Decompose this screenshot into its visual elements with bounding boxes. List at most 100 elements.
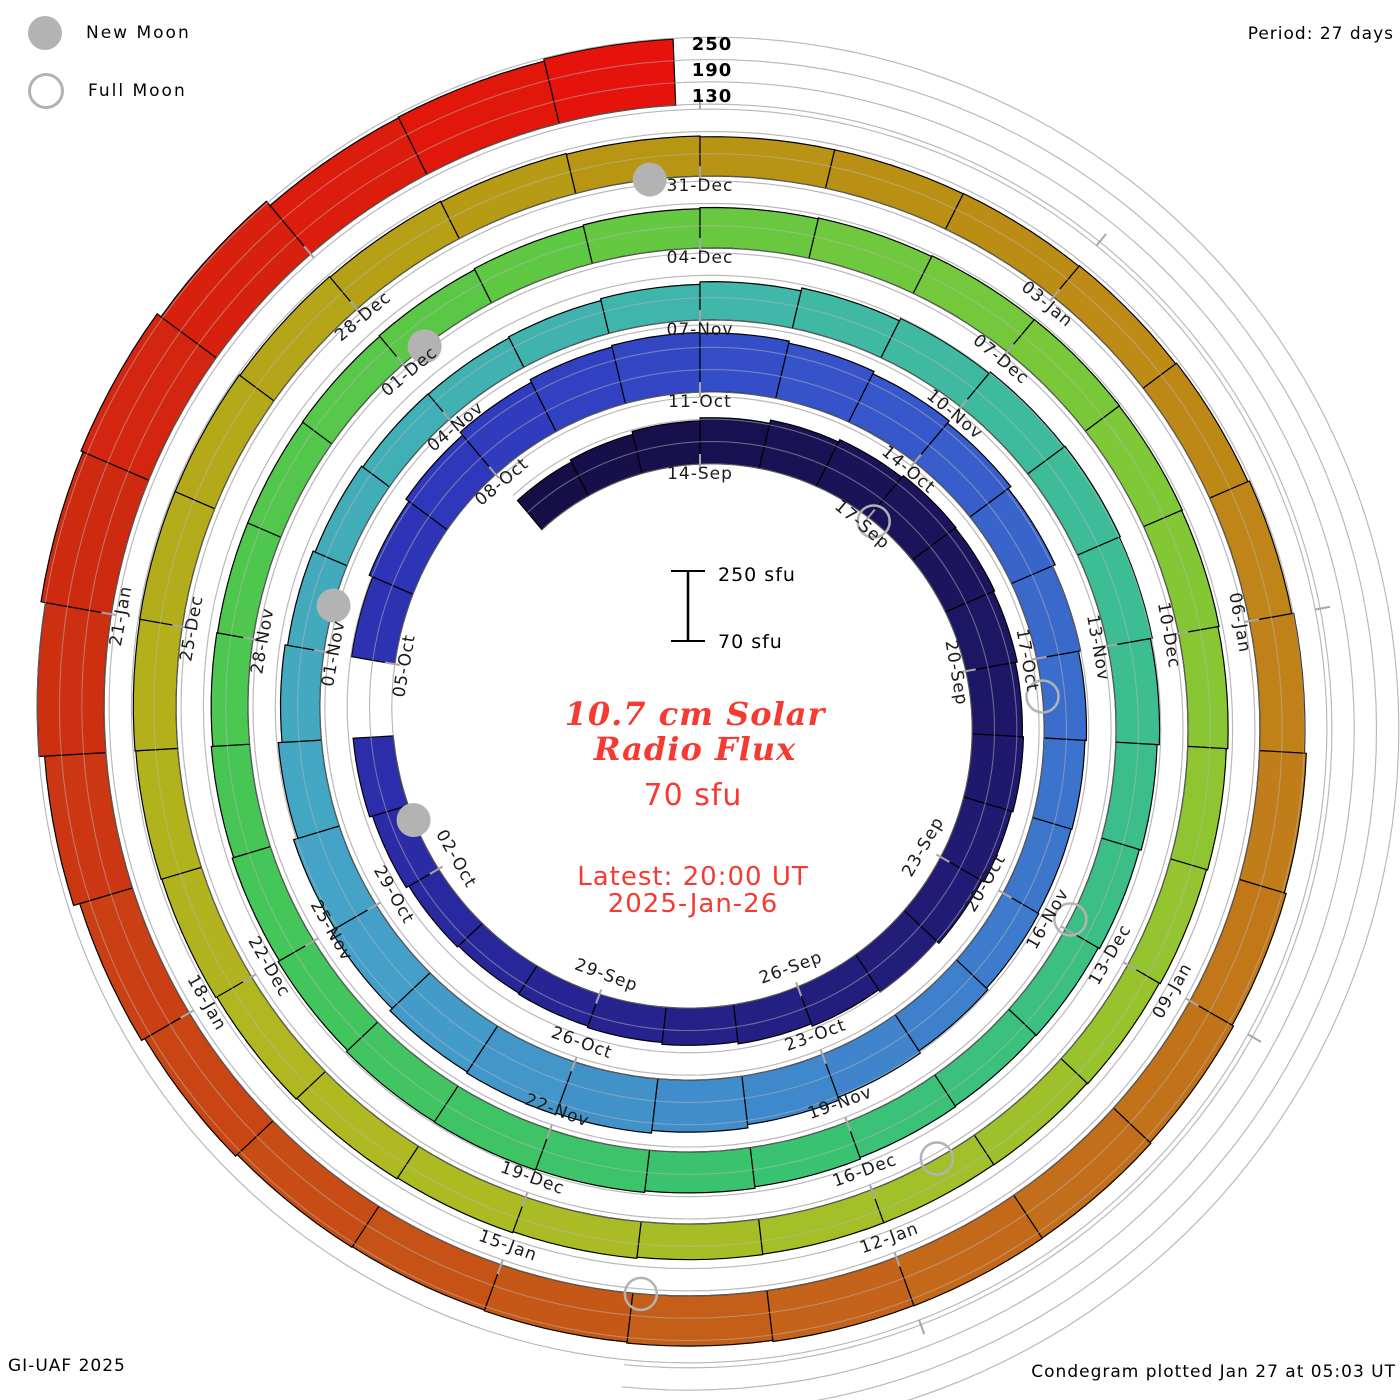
day-segment[interactable]	[1031, 737, 1086, 831]
full-moon-marker[interactable]	[919, 1141, 955, 1176]
new-moon-marker[interactable]	[316, 588, 351, 623]
full-moon-label: Full Moon	[88, 81, 187, 101]
day-segment[interactable]	[661, 1004, 739, 1046]
tick-3day	[442, 411, 454, 424]
full-moon-marker[interactable]	[623, 1276, 659, 1312]
tick-3day	[304, 937, 319, 947]
tick-3day	[429, 865, 444, 875]
tick-3day	[960, 668, 976, 673]
day-segment[interactable]	[473, 225, 594, 304]
day-segment[interactable]	[1106, 637, 1161, 746]
day-segment[interactable]	[644, 1146, 756, 1194]
scalebar-top-label: 250 sfu	[718, 564, 796, 586]
plot-title-line2: Radio Flux	[593, 730, 796, 768]
base-ticks	[101, 94, 1331, 1335]
day-segment[interactable]	[636, 1218, 764, 1261]
tick-3day	[998, 889, 1013, 899]
tick-3day	[545, 1124, 553, 1140]
grid-spiral-250	[36, 36, 1400, 1400]
tick-3day	[1173, 630, 1189, 636]
tick-3day	[303, 245, 315, 259]
tick-3day	[893, 1252, 901, 1267]
latest-time-label: Latest: 20:00 UT	[577, 862, 808, 892]
day-segment[interactable]	[1126, 858, 1208, 985]
tick-3day	[910, 453, 922, 467]
tick-3day	[918, 1319, 926, 1335]
day-segment[interactable]	[1208, 480, 1293, 622]
legend-full-moon: Full Moon	[28, 62, 191, 120]
tick-3day	[1060, 925, 1075, 935]
tick-3day	[172, 623, 188, 629]
full-moon-marker[interactable]	[856, 504, 891, 539]
day-segment[interactable]	[808, 217, 933, 295]
moon-markers	[316, 162, 1088, 1312]
day-segment[interactable]	[1238, 749, 1307, 894]
latest-date-label: 2025-Jan-26	[608, 889, 779, 919]
grid-spiral-190	[58, 58, 1378, 1400]
full-moon-marker[interactable]	[1053, 902, 1088, 937]
tick-3day	[570, 1056, 578, 1072]
tick-3day	[1102, 643, 1118, 648]
grid-spiral-70	[103, 103, 1333, 1369]
new-moon-marker[interactable]	[632, 162, 667, 197]
grid-over	[36, 36, 1400, 1400]
day-segment[interactable]	[135, 747, 203, 881]
tick-3day	[243, 636, 259, 642]
new-moon-marker[interactable]	[396, 802, 431, 837]
credit-label: GI-UAF 2025	[8, 1356, 126, 1376]
day-segment[interactable]	[314, 465, 391, 567]
tick-3day	[935, 853, 950, 863]
full-moon-marker[interactable]	[1025, 679, 1060, 714]
tick-3day	[1244, 618, 1260, 623]
day-segment[interactable]	[246, 421, 333, 538]
new-moon-icon	[28, 16, 62, 50]
new-moon-label: New Moon	[86, 23, 191, 43]
new-moon-marker[interactable]	[407, 329, 442, 364]
plotted-timestamp: Condegram plotted Jan 27 at 05:03 UT	[1031, 1362, 1396, 1382]
plot-title-line1: 10.7 cm Solar	[565, 695, 827, 733]
tick-3day	[1315, 605, 1331, 611]
day-segment[interactable]	[36, 601, 112, 758]
tick-3day	[844, 1116, 852, 1132]
tick-3day	[349, 300, 361, 314]
day-segment[interactable]	[279, 644, 325, 743]
day-segment[interactable]	[277, 739, 340, 840]
tick-3day	[1247, 1033, 1262, 1043]
tick-3day	[1003, 343, 1015, 357]
day-segment[interactable]	[440, 152, 577, 240]
tick-3day	[488, 466, 500, 479]
day-segment[interactable]	[210, 632, 254, 748]
day-segment[interactable]	[895, 1194, 1044, 1307]
period-label: Period: 27 days	[1247, 24, 1394, 44]
day-segment[interactable]	[1007, 928, 1100, 1037]
tick-3day	[1122, 961, 1137, 971]
day-segment[interactable]	[210, 743, 272, 859]
date-label: 14-Sep	[667, 464, 733, 484]
day-segment[interactable]	[43, 751, 134, 907]
legend-new-moon: New Moon	[28, 4, 191, 62]
day-segment[interactable]	[870, 1134, 995, 1224]
tick-3day	[868, 1184, 876, 1200]
tick-3day	[180, 1009, 195, 1019]
tick-3day	[595, 989, 603, 1004]
date-label: 07-Nov	[667, 320, 734, 340]
tick-3day	[956, 398, 969, 412]
moon-legend: New Moon Full Moon	[28, 4, 191, 120]
date-label: 11-Oct	[668, 392, 732, 412]
tick-3day	[496, 1259, 504, 1275]
full-moon-icon	[28, 73, 64, 109]
tick-3day	[1031, 655, 1047, 661]
tick-3day	[819, 1049, 827, 1065]
scalebar-bottom-label: 70 sfu	[718, 631, 783, 653]
radial-axis-label: 250	[692, 34, 733, 55]
tick-3day	[864, 509, 876, 522]
tick-3day	[313, 648, 329, 654]
date-label: 31-Dec	[667, 176, 734, 196]
grid-spiral-130	[81, 81, 1355, 1391]
tick-3day	[384, 661, 400, 667]
radial-axis-label: 190	[692, 60, 733, 81]
day-segment[interactable]	[824, 149, 965, 230]
day-segment[interactable]	[699, 332, 791, 399]
day-segment[interactable]	[543, 38, 677, 125]
